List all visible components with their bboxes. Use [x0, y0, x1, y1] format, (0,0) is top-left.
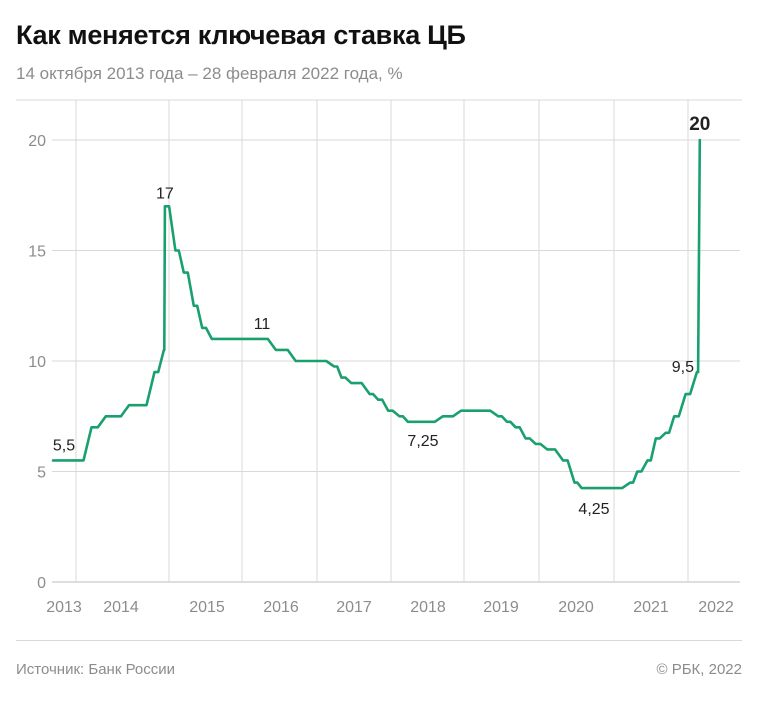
y-axis: 0 5 10 15 20 [28, 133, 46, 592]
data-label-5-5: 5,5 [53, 437, 75, 454]
y-tick-label-5: 5 [37, 465, 46, 482]
data-label-4-25: 4,25 [578, 501, 609, 518]
x-tick-label-2014: 2014 [103, 599, 139, 616]
x-tick-label-2022: 2022 [698, 599, 734, 616]
chart-title: Как меняется ключевая ставка ЦБ [16, 20, 466, 50]
x-tick-label-2017: 2017 [336, 599, 372, 616]
grid-layer [52, 100, 740, 583]
data-label-9-5: 9,5 [672, 359, 694, 376]
x-tick-label-2015: 2015 [189, 599, 225, 616]
y-tick-label-0: 0 [37, 575, 46, 592]
y-tick-label-20: 20 [28, 133, 46, 150]
data-label-17: 17 [156, 185, 174, 202]
data-labels: 5,5 17 11 7,25 4,25 9,5 20 [53, 114, 710, 518]
x-tick-label-2019: 2019 [483, 599, 519, 616]
source-note: Источник: Банк России [16, 661, 176, 678]
key-rate-series-line [51, 138, 702, 490]
data-label-7-25: 7,25 [407, 433, 438, 450]
chart-subtitle: 14 октября 2013 года – 28 февраля 2022 г… [16, 64, 403, 83]
y-tick-label-10: 10 [28, 354, 46, 371]
x-tick-label-2016: 2016 [263, 599, 299, 616]
x-tick-label-2013: 2013 [46, 599, 82, 616]
footer-divider [16, 640, 742, 641]
x-tick-label-2021: 2021 [633, 599, 669, 616]
data-label-11: 11 [254, 316, 271, 333]
copyright-note: © РБК, 2022 [656, 661, 742, 678]
x-axis: 2013 2014 2015 2016 2017 2018 2019 2020 2021 2022 [46, 599, 734, 616]
data-label-20: 20 [689, 114, 710, 135]
x-tick-label-2018: 2018 [410, 599, 446, 616]
x-tick-label-2020: 2020 [558, 599, 594, 616]
y-tick-label-15: 15 [28, 244, 46, 261]
